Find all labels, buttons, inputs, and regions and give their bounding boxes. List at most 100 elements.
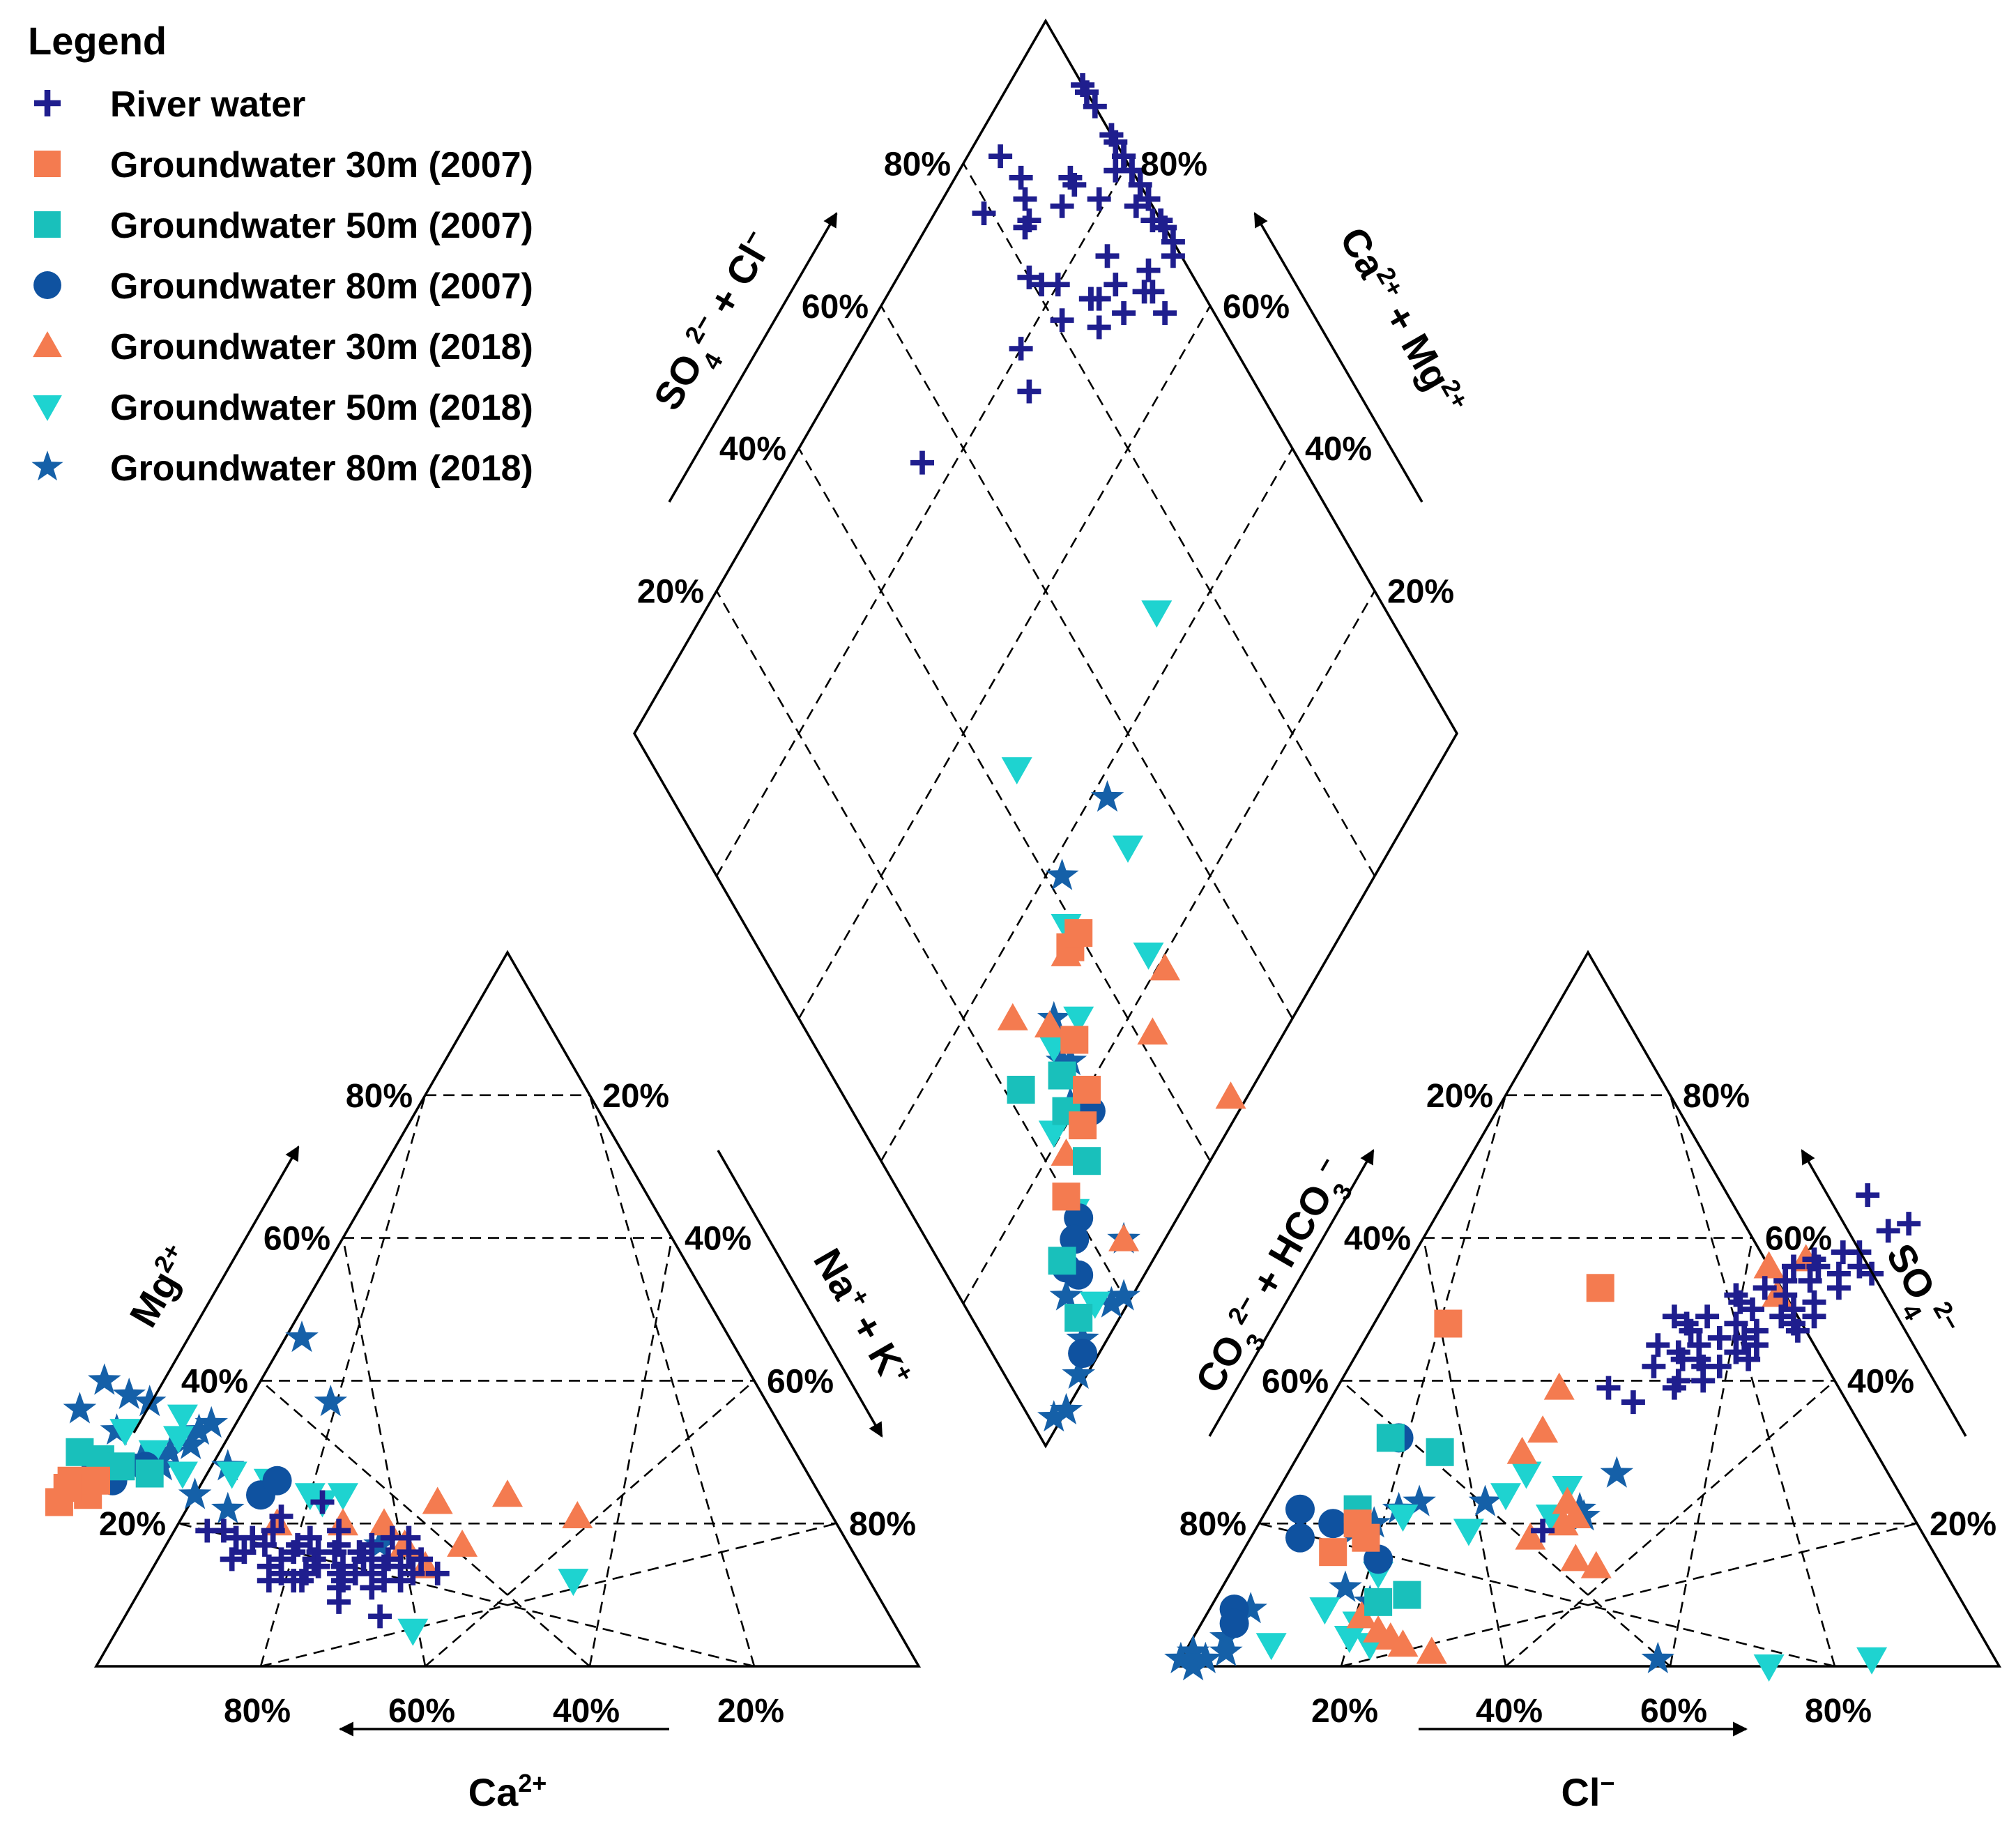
anion-point-gw80_2018 (1563, 1491, 1596, 1523)
diamond-point-river (1087, 315, 1111, 340)
anion-grid-right-diag (1505, 1380, 1835, 1667)
diamond-point-gw50_2007 (1007, 1076, 1035, 1104)
diamond-grid-a (880, 448, 1294, 1162)
anion-point-river (1773, 1269, 1798, 1293)
diamond-right-tick: 20% (1387, 574, 1454, 611)
anion-grid-left-diag (1422, 1238, 1507, 1667)
cation-right-tick: 60% (767, 1363, 834, 1400)
anion-triangle-frame (1174, 950, 2002, 1668)
cation-point-river (269, 1504, 293, 1528)
cation-grid-right-diag (588, 1238, 673, 1667)
diamond-point-gw50_2018 (1063, 1006, 1094, 1034)
diamond-grid-a (797, 305, 1212, 1019)
so4-cl-axis-title: SO42− + Cl− (643, 224, 791, 423)
legend-marker-gw50_2018 (33, 395, 62, 421)
anion-point-gw30_2018 (1375, 1622, 1406, 1650)
cation-left-tick: 60% (264, 1221, 330, 1258)
anion-point-river (1728, 1290, 1752, 1314)
cation-point-gw30_2018 (492, 1479, 523, 1507)
diamond-point-gw30_2007 (1060, 1026, 1089, 1054)
cation-grid-right-diag (260, 1522, 837, 1668)
legend-label-gw30_2018: Groundwater 30m (2018) (110, 327, 533, 367)
cation-point-gw50_2018 (294, 1483, 326, 1511)
anion-point-gw50_2018 (1856, 1647, 1888, 1675)
anion-point-gw80_2018 (1176, 1634, 1210, 1666)
diamond-point-river (1058, 165, 1083, 190)
cation-point-river (327, 1576, 351, 1600)
anion-right-tick: 20% (1930, 1506, 1996, 1543)
diamond-point-gw80_2007 (1068, 1339, 1098, 1369)
diamond-point-gw80_2018 (1094, 1286, 1129, 1318)
anion-point-river (1679, 1318, 1703, 1343)
diamond-point-gw50_2018 (1133, 942, 1164, 970)
diamond-point-gw50_2018 (1141, 600, 1173, 628)
diamond-point-river (1013, 187, 1037, 211)
diamond-point-gw30_2007 (1064, 919, 1093, 947)
anion-point-gw30_2018 (1580, 1551, 1612, 1578)
legend-label-gw50_2007: Groundwater 50m (2007) (110, 206, 533, 246)
ca-mg-axis-title: Ca2+ + Mg2+ (1331, 219, 1475, 422)
camg-axis-arrow (1253, 212, 1423, 503)
anion-point-gw80_2007 (1318, 1509, 1348, 1539)
legend-label-gw80_2007: Groundwater 80m (2007) (110, 266, 533, 307)
anion-point-river (1666, 1369, 1690, 1393)
anion-point-river (1707, 1325, 1732, 1350)
cation-point-gw50_2018 (167, 1404, 198, 1432)
cation-point-gw30_2018 (447, 1529, 478, 1557)
diamond-frame (632, 18, 1459, 1449)
anion-point-gw80_2018 (1209, 1634, 1243, 1666)
cation-point-gw80_2018 (211, 1491, 245, 1523)
cation-point-gw80_2018 (194, 1406, 228, 1438)
diamond-point-river (1136, 187, 1161, 211)
anion-point-gw80_2018 (1468, 1484, 1502, 1516)
anion-point-gw50_2018 (1511, 1461, 1542, 1489)
legend-label-river: River water (110, 84, 305, 125)
cation-point-river (388, 1569, 413, 1593)
cation-point-gw30_2018 (422, 1486, 453, 1514)
anion-point-gw50_2018 (1753, 1654, 1785, 1682)
anion-point-gw50_2018 (1387, 1504, 1419, 1532)
anion-point-gw80_2007 (1219, 1608, 1249, 1638)
anion-point-river (1826, 1276, 1851, 1300)
cation-point-river (327, 1518, 351, 1543)
cation-point-river (195, 1518, 220, 1543)
diamond-point-river (1104, 273, 1128, 297)
legend-items: River water Groundwater 30m (2007) Groundw… (31, 84, 533, 489)
anion-point-gw30_2018 (1506, 1436, 1538, 1464)
anion-point-gw50_2018 (1490, 1483, 1521, 1511)
anion-point-river (1802, 1247, 1826, 1272)
diamond-point-river (1050, 194, 1074, 218)
cation-point-gw50_2018 (328, 1483, 358, 1511)
cation-point-river (380, 1525, 404, 1550)
cation-point-gw30_2007 (53, 1474, 82, 1502)
anion-point-river (1744, 1333, 1769, 1357)
anion-point-gw50_2018 (1453, 1518, 1484, 1546)
cation-bottom-tick: 80% (224, 1693, 291, 1730)
diamond-point-river (1112, 301, 1136, 326)
anion-point-gw30_2007 (1319, 1538, 1347, 1567)
diamond-grid-b (797, 448, 1212, 1162)
cation-point-gw50_2007 (135, 1459, 164, 1488)
anion-right-tick: 40% (1847, 1363, 1914, 1400)
cation-grid-left-diag (342, 1238, 427, 1667)
anion-point-gw50_2018 (1334, 1626, 1365, 1654)
anion-point-river (1707, 1354, 1732, 1378)
diamond-point-gw30_2018 (1108, 1224, 1140, 1251)
cation-point-river (282, 1569, 306, 1593)
anion-point-river (1802, 1304, 1826, 1329)
diamond-point-gw30_2007 (1069, 1111, 1097, 1140)
diamond-point-river (1120, 158, 1144, 183)
cation-point-gw50_2018 (138, 1440, 169, 1468)
cation-point-gw50_2007 (107, 1452, 135, 1481)
diamond-left-tick: 60% (802, 289, 869, 326)
anion-point-gw50_2007 (1364, 1588, 1393, 1616)
diamond-point-gw80_2018 (1037, 1000, 1071, 1033)
diamond-point-gw80_2018 (1037, 1400, 1071, 1432)
cation-point-gw50_2018 (167, 1461, 198, 1489)
cation-point-river (298, 1525, 322, 1550)
diamond-point-gw30_2018 (1215, 1081, 1246, 1109)
anion-point-gw80_2018 (1189, 1641, 1223, 1673)
anion-point-river (1876, 1219, 1900, 1243)
anion-point-gw50_2007 (1426, 1438, 1454, 1466)
